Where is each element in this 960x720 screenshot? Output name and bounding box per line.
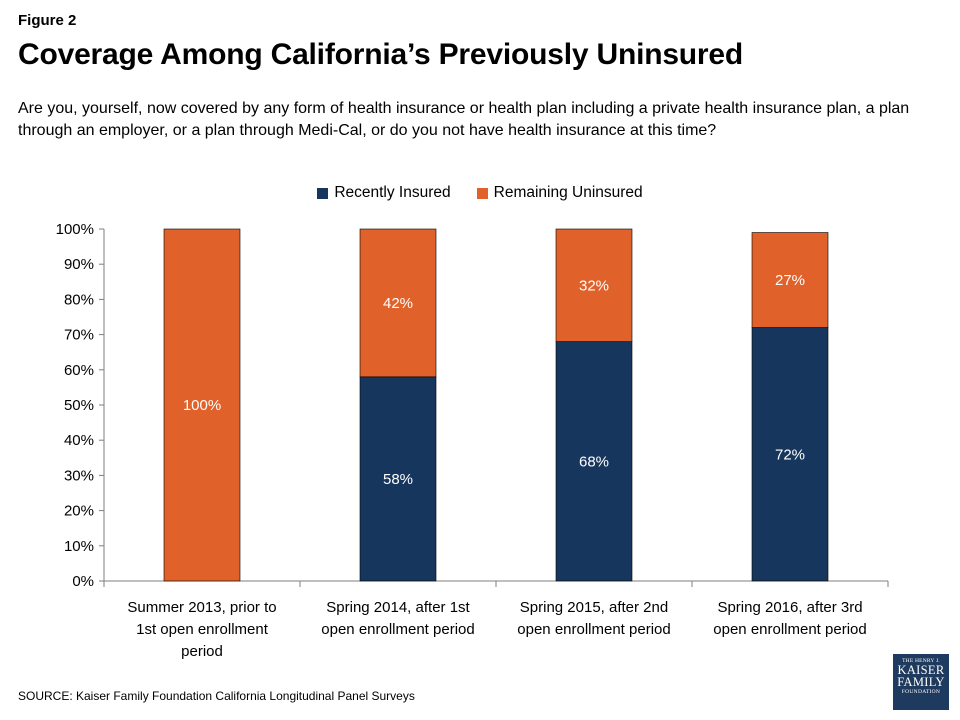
x-category-label: Spring 2015, after 2nd open enrollment pe… [517, 599, 670, 638]
y-tick-label: 10% [64, 538, 94, 555]
y-tick-label: 90% [64, 256, 94, 273]
bar-recently-insured [359, 376, 437, 582]
data-label: 42% [383, 295, 413, 312]
bar-recently-insured [751, 327, 829, 582]
y-tick-label: 20% [64, 503, 94, 520]
y-tick-label: 30% [64, 467, 94, 484]
bar-remaining-uninsured [555, 228, 633, 342]
survey-question: Are you, yourself, now covered by any fo… [18, 100, 910, 139]
x-category-label: Spring 2016, after 3rd open enrollment pe… [713, 599, 866, 638]
data-label: 27% [775, 272, 805, 289]
data-label: 72% [775, 446, 805, 463]
legend-item-recently-insured: Recently Insured [317, 184, 451, 202]
kaiser-family-foundation-logo: THE HENRY J. KAISER FAMILY FOUNDATION [893, 654, 949, 710]
y-tick-label: 60% [64, 362, 94, 379]
y-tick-label: 70% [64, 327, 94, 344]
legend-label-recently-insured: Recently Insured [334, 184, 451, 201]
bar-remaining-uninsured [163, 228, 241, 582]
y-tick-label: 0% [72, 573, 94, 590]
legend-label-remaining-uninsured: Remaining Uninsured [493, 184, 643, 201]
legend-swatch-remaining-uninsured [476, 187, 488, 199]
bar-remaining-uninsured [751, 232, 829, 328]
source-note: SOURCE: Kaiser Family Foundation Califor… [18, 689, 415, 703]
y-tick-label: 80% [64, 291, 94, 308]
figure-label: Figure 2 [18, 12, 77, 29]
legend-item-remaining-uninsured: Remaining Uninsured [476, 184, 643, 202]
legend: Recently Insured Remaining Uninsured [0, 184, 960, 202]
data-label: 32% [579, 277, 609, 294]
data-label: 100% [183, 397, 221, 414]
legend-swatch-recently-insured [317, 187, 329, 199]
data-label: 68% [579, 453, 609, 470]
data-label: 58% [383, 471, 413, 488]
y-tick-label: 40% [64, 432, 94, 449]
bar-remaining-uninsured [359, 228, 437, 378]
x-category-label: Summer 2013, prior to 1st open enrollment… [127, 599, 276, 660]
chart-title: Coverage Among California’s Previously U… [18, 38, 744, 71]
y-tick-label: 50% [64, 397, 94, 414]
y-tick-label: 100% [56, 221, 94, 238]
x-category-label: Spring 2014, after 1st open enrollment pe… [321, 599, 474, 638]
